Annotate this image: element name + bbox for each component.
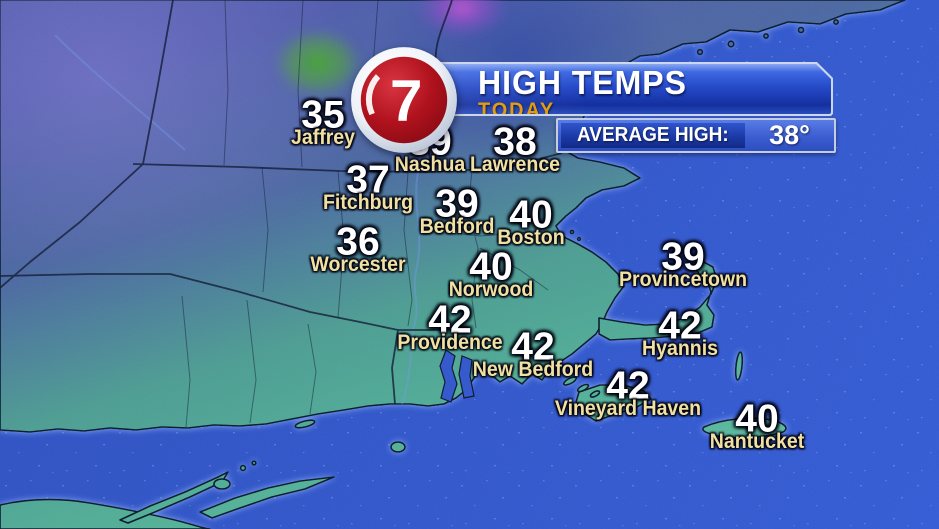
station-city-label: Worcester bbox=[310, 253, 406, 276]
station-temp: 40 bbox=[469, 245, 513, 289]
station-temp: 40 bbox=[735, 397, 779, 441]
station-city-label: New Bedford bbox=[472, 358, 594, 381]
station-temp: 39 bbox=[435, 182, 479, 226]
average-high-value: 38° bbox=[769, 120, 810, 150]
station-temp: 42 bbox=[606, 364, 650, 408]
station-temp: 39 bbox=[661, 235, 705, 279]
station-city-label: Nashua bbox=[394, 153, 466, 176]
station-city-label: Vineyard Haven bbox=[554, 397, 702, 420]
header-banner-surface: HIGH TEMPS TODAY bbox=[426, 64, 831, 114]
station-temp: 38 bbox=[493, 120, 537, 164]
station-city-label: Boston bbox=[497, 226, 565, 249]
station-city-label: Jaffrey bbox=[290, 126, 356, 149]
seven-icon-text: 7 bbox=[390, 69, 422, 134]
station-temp: 40 bbox=[509, 193, 553, 237]
station-city-label: Fitchburg bbox=[322, 191, 414, 214]
station-temp: 42 bbox=[511, 325, 555, 369]
average-high-label-box: AVERAGE HIGH: bbox=[561, 123, 745, 148]
seven-icon: 7 bbox=[351, 47, 457, 153]
station-city-label: Bedford bbox=[419, 215, 495, 238]
channel7-logo: 7 bbox=[350, 46, 458, 154]
station-temp: 37 bbox=[346, 158, 390, 202]
station-city-label: Provincetown bbox=[618, 268, 748, 291]
station-city-label: Providence bbox=[397, 331, 503, 354]
station-city-label: Hyannis bbox=[642, 337, 718, 360]
station-temp: 42 bbox=[658, 304, 702, 348]
page-title: HIGH TEMPS bbox=[478, 64, 687, 101]
station-city-label: Lawrence bbox=[469, 153, 561, 176]
average-high-label: AVERAGE HIGH: bbox=[577, 124, 729, 146]
header-banner: HIGH TEMPS TODAY bbox=[424, 62, 833, 116]
station-city-label: Nantucket bbox=[709, 430, 805, 453]
station-city-label: Norwood bbox=[448, 278, 534, 301]
station-temp: 36 bbox=[336, 220, 380, 264]
average-high-badge: AVERAGE HIGH: 38° bbox=[556, 118, 836, 153]
station-temp: 35 bbox=[301, 93, 345, 137]
station-temp: 42 bbox=[428, 298, 472, 342]
